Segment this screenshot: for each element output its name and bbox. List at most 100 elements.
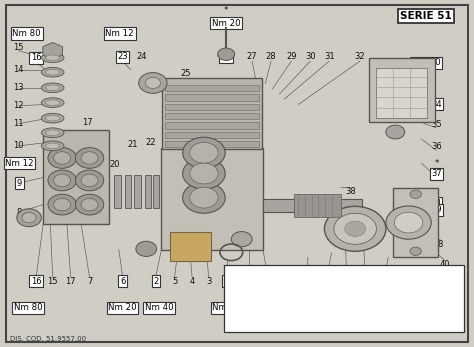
Circle shape [81, 152, 98, 164]
Circle shape [386, 125, 405, 139]
Text: 16: 16 [31, 53, 41, 62]
FancyBboxPatch shape [165, 85, 259, 91]
Circle shape [182, 137, 225, 168]
Ellipse shape [46, 69, 60, 75]
Text: 43: 43 [341, 277, 352, 286]
Text: * Affix with Loctite 542 col. RED: * Affix with Loctite 542 col. RED [228, 280, 339, 286]
FancyBboxPatch shape [125, 175, 131, 208]
Text: 10: 10 [13, 141, 24, 150]
Text: 37: 37 [431, 169, 442, 178]
Ellipse shape [46, 55, 60, 60]
Text: 8: 8 [438, 239, 443, 248]
Text: 15: 15 [47, 277, 58, 286]
Circle shape [334, 213, 376, 244]
Text: 39: 39 [431, 205, 442, 214]
Text: 28: 28 [266, 52, 276, 61]
Text: 25: 25 [181, 69, 191, 78]
FancyBboxPatch shape [165, 132, 259, 138]
FancyBboxPatch shape [135, 175, 141, 208]
FancyBboxPatch shape [165, 122, 259, 129]
Ellipse shape [46, 85, 60, 91]
Text: * Fixar com Loctite 542 cor. VERMELHA: * Fixar com Loctite 542 cor. VERMELHA [228, 322, 365, 328]
Text: 29: 29 [286, 52, 297, 61]
Circle shape [139, 73, 167, 93]
Text: 30: 30 [305, 52, 316, 61]
Text: Nm 12: Nm 12 [106, 29, 134, 38]
Text: 12: 12 [13, 101, 24, 110]
Text: DIS. COD. 51.9557.00: DIS. COD. 51.9557.00 [10, 336, 86, 342]
FancyBboxPatch shape [165, 94, 259, 101]
Circle shape [54, 198, 71, 211]
Text: Nm 12: Nm 12 [5, 159, 34, 168]
Text: 33: 33 [410, 84, 421, 93]
Text: 9: 9 [17, 179, 22, 188]
Text: Nm 20: Nm 20 [109, 303, 137, 312]
Circle shape [75, 170, 104, 191]
Text: Nm 40: Nm 40 [145, 303, 173, 312]
Circle shape [81, 174, 98, 187]
Text: * Fissare con Loctite 542 col. ROSSO: * Fissare con Loctite 542 col. ROSSO [228, 270, 356, 276]
Circle shape [48, 194, 76, 215]
Text: 18: 18 [77, 161, 87, 170]
Text: Nm 10: Nm 10 [412, 58, 440, 67]
Circle shape [22, 213, 36, 223]
FancyBboxPatch shape [153, 175, 159, 208]
FancyBboxPatch shape [369, 58, 435, 122]
Text: 19: 19 [99, 144, 109, 153]
Text: 6: 6 [120, 277, 125, 286]
Ellipse shape [46, 116, 60, 121]
Text: 32: 32 [355, 52, 365, 61]
Text: * Fixer avec de la Loctite 542 couleur ROUGE: * Fixer avec de la Loctite 542 couleur R… [228, 291, 386, 297]
Circle shape [17, 209, 41, 227]
FancyBboxPatch shape [376, 68, 428, 118]
Ellipse shape [41, 98, 64, 108]
Circle shape [324, 206, 386, 251]
Ellipse shape [41, 113, 64, 123]
Circle shape [81, 198, 98, 211]
Text: Nm 80: Nm 80 [12, 29, 41, 38]
Text: 17: 17 [65, 277, 76, 286]
FancyBboxPatch shape [165, 104, 259, 110]
Circle shape [54, 174, 71, 187]
Ellipse shape [41, 67, 64, 77]
Circle shape [394, 212, 423, 233]
FancyBboxPatch shape [263, 199, 362, 212]
Text: 45: 45 [301, 277, 312, 286]
Text: *: * [224, 6, 228, 15]
FancyBboxPatch shape [170, 232, 211, 261]
FancyBboxPatch shape [165, 113, 259, 119]
Text: 38: 38 [345, 187, 356, 196]
Text: 3: 3 [206, 277, 211, 286]
Text: 11: 11 [13, 119, 24, 128]
Text: 36: 36 [431, 142, 442, 151]
FancyBboxPatch shape [43, 130, 109, 223]
Circle shape [345, 221, 365, 236]
Text: 13: 13 [13, 83, 24, 92]
Ellipse shape [46, 143, 60, 149]
Circle shape [190, 187, 218, 208]
Text: 24: 24 [137, 52, 147, 61]
FancyBboxPatch shape [161, 147, 263, 249]
Circle shape [410, 190, 421, 198]
Text: * Fijar con Loctite 542 col. ROJO: * Fijar con Loctite 542 col. ROJO [228, 312, 339, 318]
FancyBboxPatch shape [162, 78, 262, 149]
Text: Nm 20: Nm 20 [212, 19, 240, 28]
Circle shape [146, 77, 160, 88]
Text: 34: 34 [431, 100, 442, 109]
Text: 31: 31 [324, 52, 335, 61]
Text: 16: 16 [31, 277, 41, 286]
Circle shape [48, 170, 76, 191]
Text: Nm 40: Nm 40 [212, 303, 241, 312]
FancyBboxPatch shape [114, 175, 121, 208]
Text: 23: 23 [118, 52, 128, 61]
Ellipse shape [41, 128, 64, 137]
Circle shape [75, 147, 104, 168]
Circle shape [386, 206, 431, 239]
Text: 40: 40 [440, 260, 450, 269]
FancyBboxPatch shape [393, 188, 438, 257]
Text: 44: 44 [321, 277, 332, 286]
Text: 1: 1 [246, 277, 251, 286]
FancyBboxPatch shape [294, 194, 341, 217]
Circle shape [48, 147, 76, 168]
Ellipse shape [41, 53, 64, 62]
